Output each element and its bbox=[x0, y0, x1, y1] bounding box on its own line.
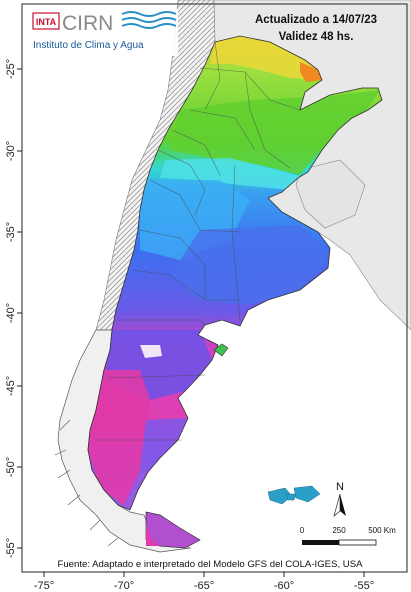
lon-tick: -55° bbox=[354, 580, 374, 592]
scale-bar: 0 250 500 Km bbox=[300, 526, 396, 546]
logo: INTA CIRN Instituto de Clima y Agua bbox=[30, 9, 178, 56]
peninsula-valdes bbox=[213, 343, 229, 357]
lon-tick: -65° bbox=[194, 580, 214, 592]
scale-label: 0 bbox=[300, 526, 305, 535]
lat-tick: -30° bbox=[5, 141, 17, 161]
lon-tick: -60° bbox=[274, 580, 294, 592]
inta-logo-text: INTA bbox=[36, 17, 57, 27]
institute-name: Instituto de Clima y Agua bbox=[33, 40, 144, 51]
source-caption: Fuente: Adaptado e interpretado del Mode… bbox=[57, 559, 363, 570]
svg-text:N: N bbox=[336, 481, 344, 493]
cirn-logo-text: CIRN bbox=[62, 12, 113, 35]
lat-tick: -40° bbox=[5, 303, 17, 323]
uruguay bbox=[295, 159, 366, 229]
malvinas-islands bbox=[267, 485, 321, 505]
lon-tick: -75° bbox=[34, 580, 54, 592]
scale-label: 500 Km bbox=[368, 526, 396, 535]
lat-tick: -55° bbox=[5, 538, 17, 558]
updated-date: Actualizado a 14/07/23 bbox=[255, 14, 377, 26]
inta-logo-box bbox=[32, 12, 60, 30]
scale-label: 250 bbox=[332, 526, 346, 535]
lat-tick: -45° bbox=[5, 376, 17, 396]
lat-tick: -50° bbox=[5, 457, 17, 477]
lon-tick: -70° bbox=[114, 580, 134, 592]
north-arrow-icon: N bbox=[333, 481, 346, 517]
validity: Validez 48 hs. bbox=[279, 31, 354, 43]
lat-tick: -35° bbox=[5, 222, 17, 242]
map-frame: -75° -70° -65° -60° -55° -25° -30° -35° … bbox=[5, 3, 408, 592]
argentina-forecast-field bbox=[87, 35, 383, 511]
lat-tick: -25° bbox=[5, 59, 17, 79]
waves-icon bbox=[121, 11, 177, 29]
